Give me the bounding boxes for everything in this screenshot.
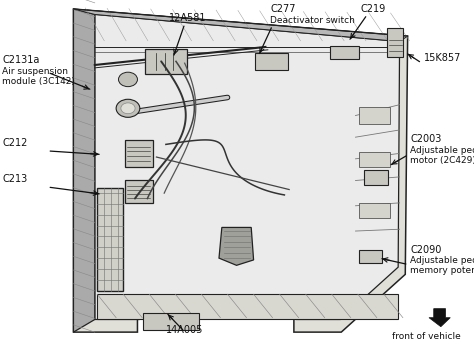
Text: C212: C212 [2,138,28,148]
Text: C277: C277 [270,4,296,14]
FancyBboxPatch shape [143,313,199,330]
FancyBboxPatch shape [359,107,390,124]
Text: motor (2C429): motor (2C429) [410,156,474,165]
Polygon shape [73,9,408,42]
FancyBboxPatch shape [97,188,123,291]
FancyBboxPatch shape [125,140,153,167]
Text: C2003: C2003 [410,134,441,144]
Text: 14A005: 14A005 [166,325,203,335]
Text: memory potentiometer: memory potentiometer [410,266,474,275]
Circle shape [116,99,140,117]
Text: Air suspension: Air suspension [2,67,68,76]
FancyBboxPatch shape [97,294,398,319]
Text: Adjustable pedal: Adjustable pedal [410,145,474,155]
FancyBboxPatch shape [359,203,390,218]
Polygon shape [219,227,254,265]
Text: 15K857: 15K857 [424,53,462,63]
Text: 12A581: 12A581 [168,13,206,23]
Text: Adjustable pedal: Adjustable pedal [410,256,474,265]
FancyBboxPatch shape [330,46,359,59]
FancyBboxPatch shape [145,49,187,74]
FancyBboxPatch shape [364,170,388,185]
Text: C2131a: C2131a [2,55,40,65]
Text: C219: C219 [360,4,385,14]
Polygon shape [95,14,400,319]
Text: Deactivator switch: Deactivator switch [270,16,355,25]
Circle shape [121,103,135,114]
Text: module (3C142): module (3C142) [2,77,75,86]
Text: C213: C213 [2,174,27,184]
Circle shape [118,72,137,87]
Polygon shape [429,309,450,327]
Polygon shape [73,9,95,332]
Polygon shape [73,9,408,332]
FancyBboxPatch shape [359,152,390,167]
FancyBboxPatch shape [125,180,153,203]
Text: C2090: C2090 [410,244,441,255]
FancyBboxPatch shape [359,250,382,263]
FancyBboxPatch shape [255,53,288,70]
FancyBboxPatch shape [387,28,403,57]
Text: front of vehicle: front of vehicle [392,332,461,341]
